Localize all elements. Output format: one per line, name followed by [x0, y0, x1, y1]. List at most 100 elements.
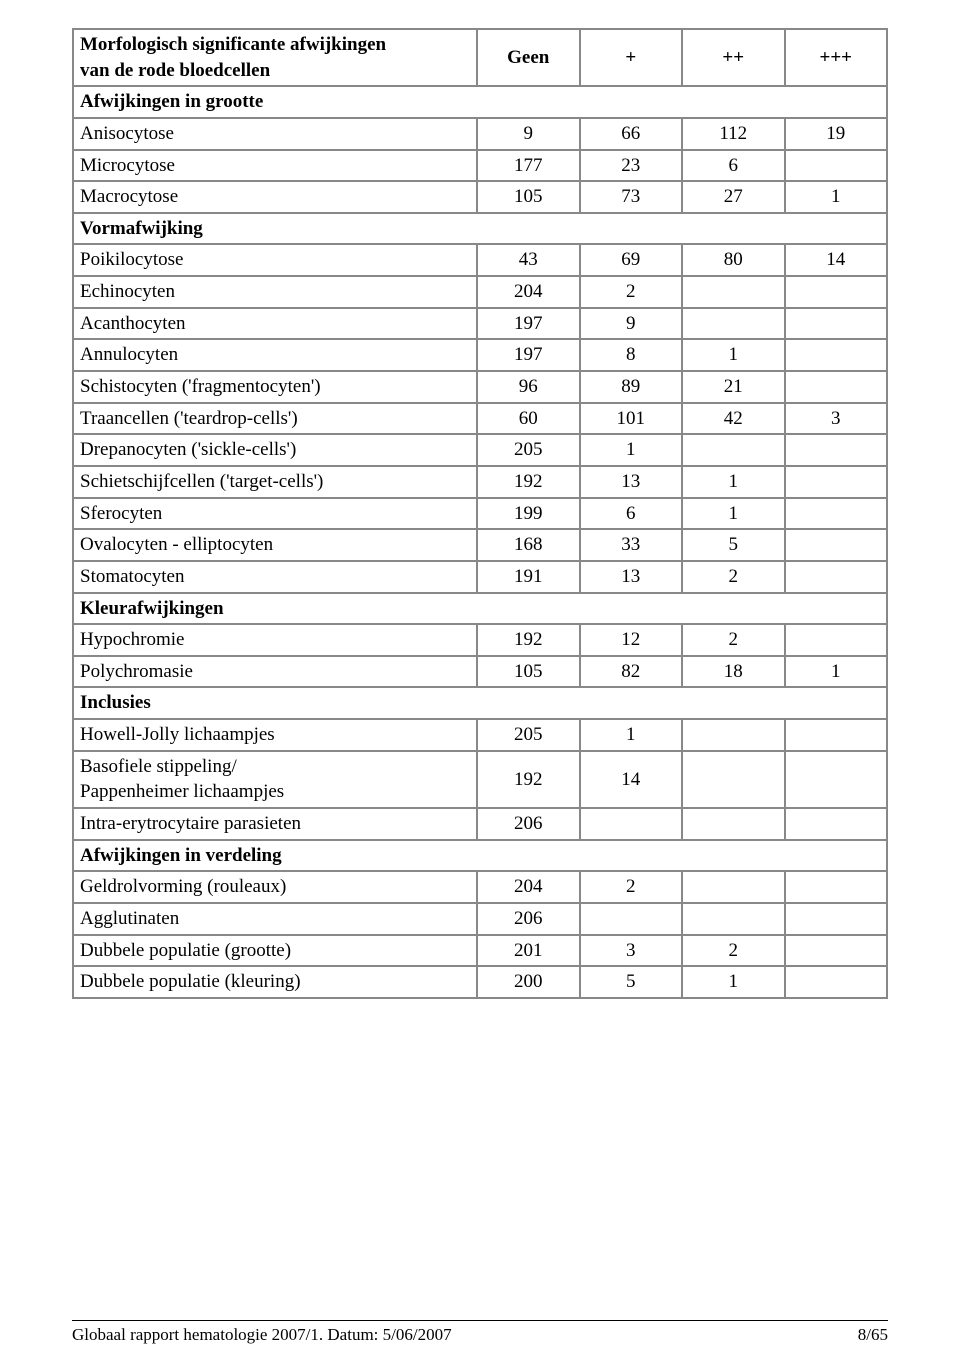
row-label: Stomatocyten: [74, 562, 476, 592]
table-row: Schietschijfcellen ('target-cells')19213…: [74, 467, 886, 497]
cell-value: 1: [581, 435, 682, 465]
cell-value: 9: [478, 119, 579, 149]
row-label: Annulocyten: [74, 340, 476, 370]
cell-value: [581, 904, 682, 934]
table-row: Acanthocyten1979: [74, 309, 886, 339]
cell-value: 8: [581, 340, 682, 370]
row-label: Ovalocyten - elliptocyten: [74, 530, 476, 560]
footer-right: 8/65: [858, 1325, 888, 1345]
cell-value: 204: [478, 872, 579, 902]
cell-value: 1: [581, 720, 682, 750]
table-row: Sferocyten19961: [74, 499, 886, 529]
cell-value: [683, 720, 784, 750]
cell-value: 192: [478, 752, 579, 807]
cell-value: 9: [581, 309, 682, 339]
cell-value: [786, 372, 887, 402]
table-body: Afwijkingen in grootteAnisocytose9661121…: [74, 87, 886, 997]
cell-value: [683, 872, 784, 902]
table-row: Agglutinaten206: [74, 904, 886, 934]
cell-value: [683, 309, 784, 339]
cell-value: 66: [581, 119, 682, 149]
cell-value: 14: [786, 245, 887, 275]
cell-value: 197: [478, 340, 579, 370]
cell-value: 5: [683, 530, 784, 560]
cell-value: 205: [478, 720, 579, 750]
cell-value: 205: [478, 435, 579, 465]
cell-value: 2: [683, 562, 784, 592]
cell-value: 201: [478, 936, 579, 966]
table-row: Echinocyten2042: [74, 277, 886, 307]
row-label: Agglutinaten: [74, 904, 476, 934]
cell-value: 206: [478, 809, 579, 839]
cell-value: [786, 625, 887, 655]
cell-value: 23: [581, 151, 682, 181]
cell-value: 2: [581, 872, 682, 902]
cell-value: 3: [786, 404, 887, 434]
cell-value: 82: [581, 657, 682, 687]
cell-value: 13: [581, 467, 682, 497]
cell-value: 14: [581, 752, 682, 807]
row-label: Drepanocyten ('sickle-cells'): [74, 435, 476, 465]
table-row: Microcytose177236: [74, 151, 886, 181]
cell-value: 19: [786, 119, 887, 149]
row-label: Poikilocytose: [74, 245, 476, 275]
table-row: Macrocytose10573271: [74, 182, 886, 212]
cell-value: 6: [683, 151, 784, 181]
cell-value: [786, 936, 887, 966]
section-row: Afwijkingen in verdeling: [74, 841, 886, 871]
cell-value: 168: [478, 530, 579, 560]
row-label: Microcytose: [74, 151, 476, 181]
table-row: Dubbele populatie (grootte)20132: [74, 936, 886, 966]
cell-value: [786, 151, 887, 181]
cell-value: [786, 499, 887, 529]
cell-value: 12: [581, 625, 682, 655]
cell-value: 177: [478, 151, 579, 181]
table-row: Howell-Jolly lichaampjes2051: [74, 720, 886, 750]
cell-value: [581, 809, 682, 839]
header-label-line2: van de rode bloedcellen: [80, 60, 270, 81]
section-row: Vormafwijking: [74, 214, 886, 244]
cell-value: 2: [683, 936, 784, 966]
cell-value: 42: [683, 404, 784, 434]
cell-value: [786, 277, 887, 307]
cell-value: 80: [683, 245, 784, 275]
table-row: Poikilocytose43698014: [74, 245, 886, 275]
row-label: Acanthocyten: [74, 309, 476, 339]
cell-value: [786, 752, 887, 807]
cell-value: 2: [581, 277, 682, 307]
page-footer: Globaal rapport hematologie 2007/1. Datu…: [72, 1320, 888, 1345]
row-label: Dubbele populatie (grootte): [74, 936, 476, 966]
row-label: Echinocyten: [74, 277, 476, 307]
row-label: Schietschijfcellen ('target-cells'): [74, 467, 476, 497]
cell-value: 1: [683, 467, 784, 497]
cell-value: 5: [581, 967, 682, 997]
cell-value: [683, 277, 784, 307]
cell-value: 73: [581, 182, 682, 212]
cell-value: 1: [786, 182, 887, 212]
cell-value: [786, 809, 887, 839]
cell-value: 206: [478, 904, 579, 934]
footer-left: Globaal rapport hematologie 2007/1. Datu…: [72, 1325, 452, 1345]
cell-value: 105: [478, 182, 579, 212]
cell-value: 1: [683, 340, 784, 370]
cell-value: [786, 530, 887, 560]
cell-value: 21: [683, 372, 784, 402]
table-row: Annulocyten19781: [74, 340, 886, 370]
cell-value: [786, 720, 887, 750]
row-label: Schistocyten ('fragmentocyten'): [74, 372, 476, 402]
header-label: Morfologisch significante afwijkingen va…: [74, 30, 476, 85]
cell-value: [786, 904, 887, 934]
cell-value: 1: [683, 499, 784, 529]
cell-value: 13: [581, 562, 682, 592]
cell-value: 192: [478, 625, 579, 655]
table-row: Hypochromie192122: [74, 625, 886, 655]
section-title: Inclusies: [74, 688, 886, 718]
row-label: Traancellen ('teardrop-cells'): [74, 404, 476, 434]
section-row: Afwijkingen in grootte: [74, 87, 886, 117]
cell-value: [786, 967, 887, 997]
cell-value: 89: [581, 372, 682, 402]
table-row: Stomatocyten191132: [74, 562, 886, 592]
cell-value: [786, 467, 887, 497]
cell-value: 27: [683, 182, 784, 212]
section-title: Afwijkingen in verdeling: [74, 841, 886, 871]
